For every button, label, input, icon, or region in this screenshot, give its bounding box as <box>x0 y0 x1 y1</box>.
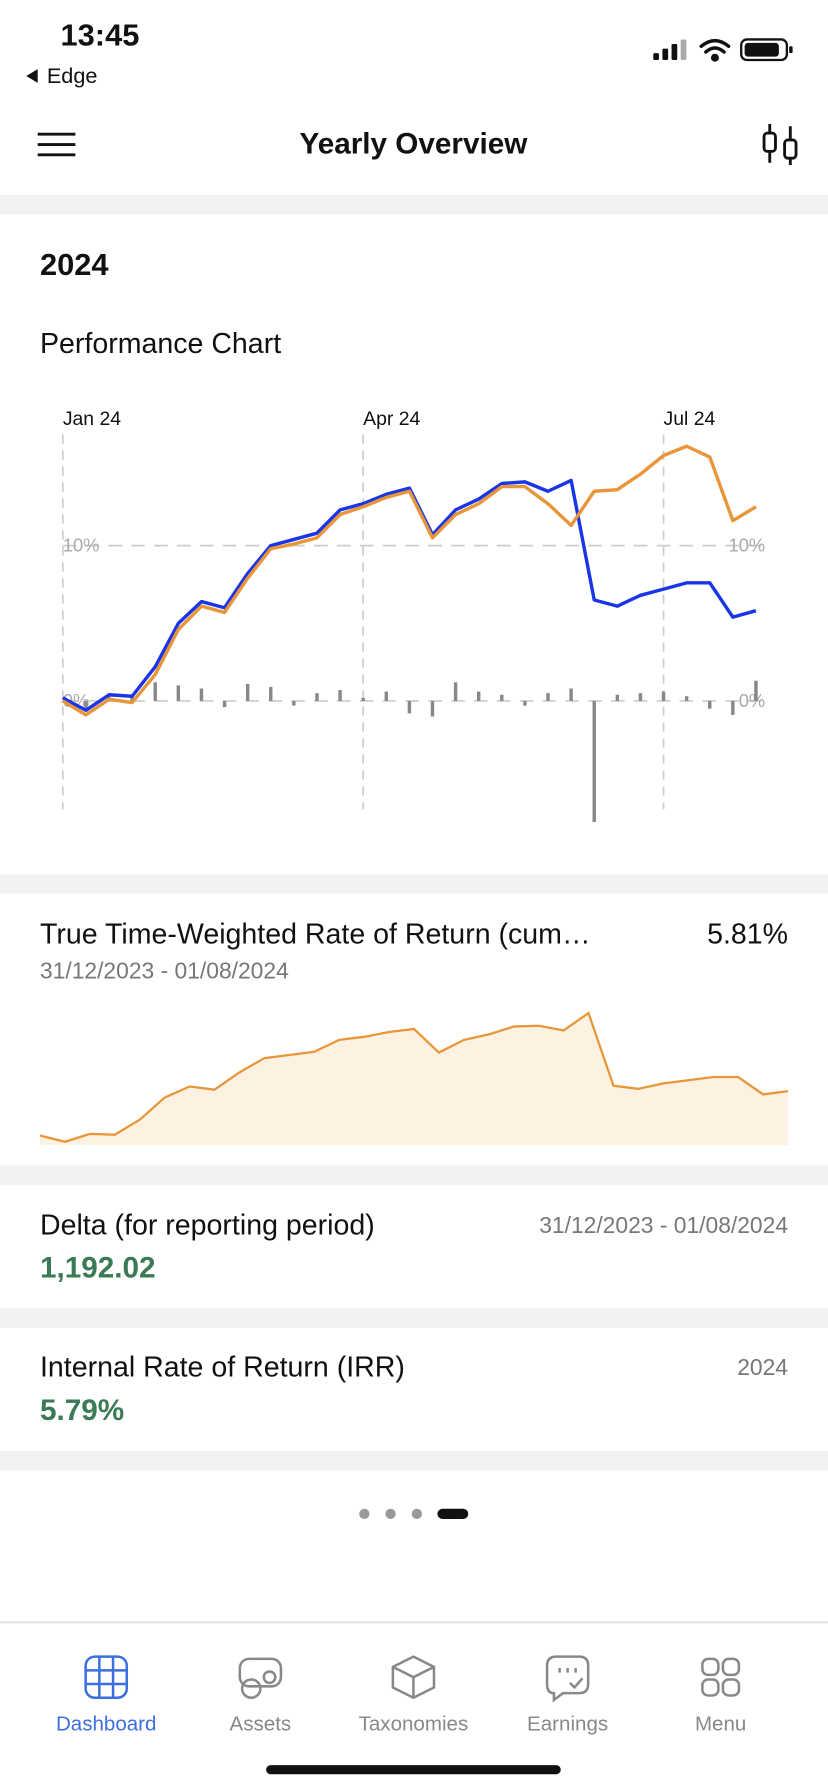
y-tick-label: 10% <box>729 535 766 556</box>
icon <box>85 1656 127 1698</box>
bar <box>245 683 250 701</box>
bar <box>361 697 365 701</box>
tab-label[interactable]: Dashboard <box>56 1713 157 1736</box>
page-indicator[interactable] <box>359 1508 469 1519</box>
bar <box>684 696 689 701</box>
tab[interactable] <box>391 1655 436 1700</box>
tab-label[interactable]: Assets <box>230 1713 292 1736</box>
bar <box>615 694 620 701</box>
bar <box>453 682 458 701</box>
icon <box>240 1678 262 1699</box>
tab-label[interactable]: Menu <box>695 1713 746 1736</box>
chart-settings-button[interactable] <box>762 123 798 166</box>
card-period: 2024 <box>737 1354 788 1380</box>
bar <box>222 700 227 708</box>
signal <box>653 39 687 61</box>
back-arrow[interactable] <box>26 69 38 83</box>
line <box>39 1011 789 1143</box>
x-tick-label: Jan 24 <box>63 408 121 430</box>
x-tick-label: Jul 24 <box>664 408 716 430</box>
bar <box>407 700 412 714</box>
bar <box>384 691 388 701</box>
bar <box>269 686 273 701</box>
icon <box>701 1678 720 1697</box>
bar <box>338 690 342 701</box>
icon <box>391 1655 436 1700</box>
bar <box>661 691 666 701</box>
clock: 13:45 <box>61 17 140 52</box>
tab-label[interactable]: Taxonomies <box>359 1713 469 1736</box>
line <box>62 478 757 713</box>
home-indicator <box>266 1765 561 1775</box>
bar <box>84 700 88 709</box>
tab[interactable] <box>701 1657 741 1697</box>
bar <box>546 693 550 701</box>
icon <box>721 1657 741 1677</box>
bar <box>708 700 712 709</box>
bar <box>153 682 157 701</box>
icon <box>545 1655 590 1703</box>
icon <box>701 1657 720 1677</box>
chart-title: Performance Chart <box>40 328 281 360</box>
bar <box>292 700 296 706</box>
card-title: Internal Rate of Return (IRR) <box>40 1351 405 1383</box>
card-value: 5.81% <box>707 919 788 951</box>
battery <box>740 38 793 62</box>
card-period: 31/12/2023 - 01/08/2024 <box>539 1212 788 1238</box>
bar <box>731 700 735 715</box>
ttwror-chart <box>39 1011 789 1145</box>
bar <box>569 688 573 701</box>
performance-chart: Jan 24 Apr 24 Jul 240% 0%10% 10% <box>61 408 766 823</box>
y-tick-label: 10% <box>63 535 100 556</box>
bar <box>199 688 204 701</box>
card-value: 1,192.02 <box>40 1251 156 1284</box>
bar <box>638 693 643 701</box>
line <box>61 444 757 717</box>
card-title: Delta (for reporting period) <box>40 1210 375 1242</box>
bar <box>476 691 481 701</box>
tab[interactable] <box>238 1657 283 1699</box>
wifi <box>699 38 731 62</box>
tab-label[interactable]: Earnings <box>527 1713 608 1736</box>
back-app[interactable]: Edge <box>47 63 98 88</box>
icon <box>262 1670 277 1685</box>
icon <box>721 1678 741 1697</box>
card-title: True Time-Weighted Rate of Return (cum… <box>40 919 591 951</box>
bar <box>592 700 596 823</box>
x-tick-label: Apr 24 <box>363 408 420 430</box>
tab-bar: Dashboard Assets Taxonomies Earnings Menu <box>56 1655 746 1736</box>
tab[interactable] <box>84 1655 129 1699</box>
menu-button[interactable] <box>37 132 76 157</box>
bar <box>523 700 527 706</box>
tab[interactable] <box>545 1655 590 1703</box>
bar <box>500 694 504 701</box>
icon <box>84 1655 129 1699</box>
bar <box>176 685 181 701</box>
bar <box>315 693 319 701</box>
bar <box>130 696 134 701</box>
year-heading: 2024 <box>40 247 109 282</box>
card-period: 31/12/2023 - 01/08/2024 <box>40 958 289 984</box>
page-title: Yearly Overview <box>300 128 529 161</box>
y-tick-label: 0% <box>739 690 765 711</box>
area <box>39 1013 789 1145</box>
bar <box>430 700 435 717</box>
separators <box>0 194 828 1471</box>
bar <box>754 680 758 701</box>
card-value: 5.79% <box>40 1394 124 1427</box>
